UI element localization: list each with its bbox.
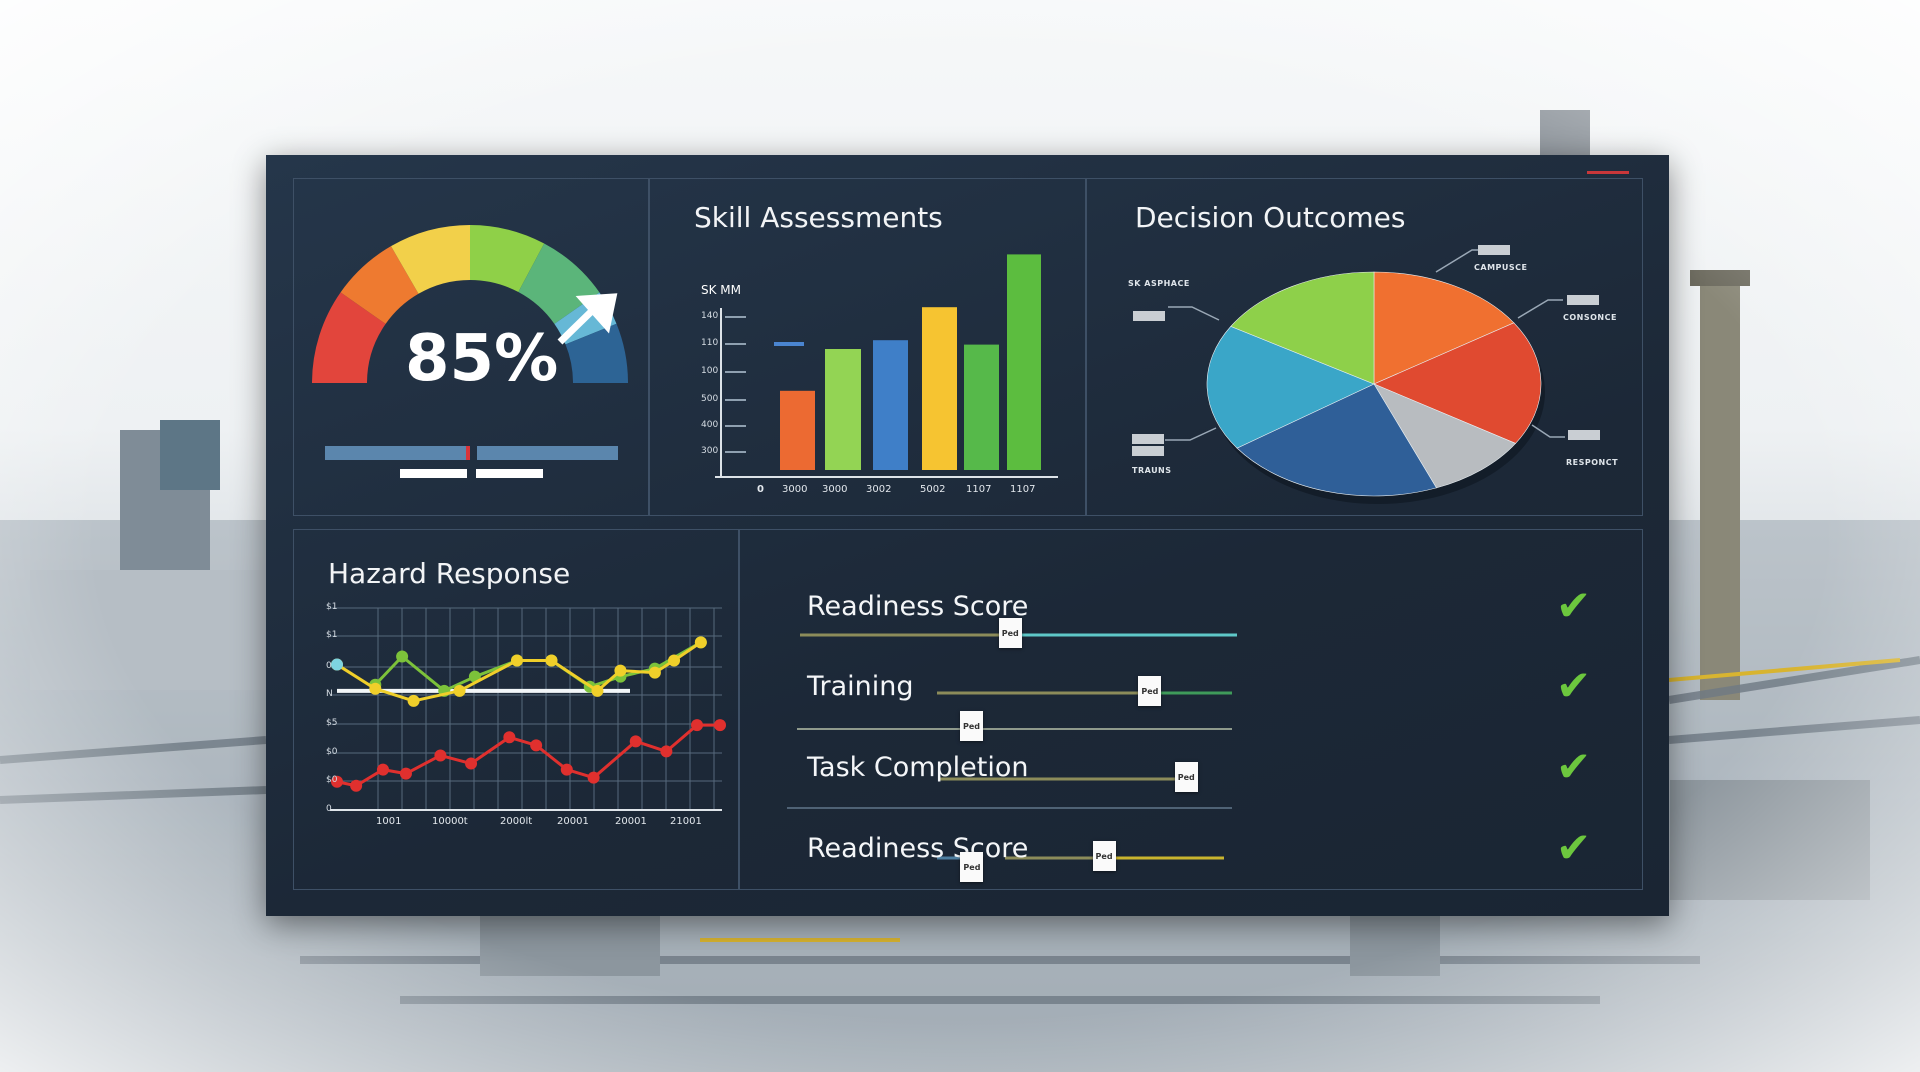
line-chart-ytick: $0 <box>326 775 338 785</box>
slider-marker[interactable]: Ped <box>960 852 984 882</box>
line-chart-ytick: N <box>326 689 333 699</box>
pie-label: RESPONCT <box>1566 458 1619 467</box>
gauge-value: 85% <box>405 322 559 396</box>
decision-outcomes-panel <box>1085 178 1643 516</box>
slider-marker[interactable]: Ped <box>960 711 983 741</box>
bar-chart-xtick: 3000 <box>782 484 808 495</box>
pie-annotation: SK ASPHACE <box>1128 279 1190 288</box>
line-chart-ytick: $1 <box>326 630 338 640</box>
skill-assessments-panel <box>648 178 1087 516</box>
hazard-response-panel <box>293 529 740 890</box>
slider-marker[interactable]: Ped <box>998 618 1022 648</box>
bar-chart-ytick: 100 <box>701 366 719 376</box>
accent-strip <box>1587 171 1629 174</box>
decision-outcomes-title: Decision Outcomes <box>1135 201 1406 234</box>
check-icon: ✔ <box>1556 581 1592 630</box>
readiness-panel <box>738 529 1643 890</box>
line-chart-xtick: 20001 <box>557 816 589 827</box>
line-chart-ytick: $5 <box>326 718 338 728</box>
slider-marker[interactable]: Ped <box>1174 762 1198 792</box>
bar-chart-ytick: 500 <box>701 394 719 404</box>
gauge-panel <box>293 178 650 516</box>
line-chart-xtick: 1001 <box>376 816 402 827</box>
pie-label: CAMPUSCE <box>1474 263 1528 272</box>
line-chart-ytick: $0 <box>326 747 338 757</box>
row-label: Training <box>807 671 914 702</box>
bar-chart-ytick: 110 <box>701 338 719 348</box>
row-label: Readiness Score <box>807 833 1029 864</box>
bar-chart-ytick: 140 <box>701 311 719 321</box>
check-icon: ✔ <box>1556 661 1592 710</box>
bar-chart-ytick: 300 <box>701 446 719 456</box>
row-label: Task Completion <box>807 752 1029 783</box>
pie-label: CONSONCE <box>1563 313 1617 322</box>
pie-label: TRAUNS <box>1132 466 1172 475</box>
line-chart-xtick: 2000lt <box>500 816 533 827</box>
bar-chart-xtick: 3000 <box>822 484 848 495</box>
line-chart-ytick: 0 <box>326 804 332 814</box>
line-chart-xtick: 21001 <box>670 816 702 827</box>
bar-chart-origin-label: 0 <box>757 484 764 495</box>
slider-marker[interactable]: Ped <box>1092 841 1116 871</box>
bar-chart-xtick: 3002 <box>866 484 892 495</box>
line-chart-ytick: 0 <box>326 661 332 671</box>
hazard-response-title: Hazard Response <box>328 557 571 590</box>
line-chart-ytick: $1 <box>326 602 338 612</box>
skill-assessments-title: Skill Assessments <box>694 201 943 234</box>
bar-chart-xtick: 5002 <box>920 484 946 495</box>
line-chart-xtick: 10000t <box>432 816 468 827</box>
line-chart-xtick: 20001 <box>615 816 647 827</box>
check-icon: ✔ <box>1556 823 1592 872</box>
bar-chart-xtick: 1107 <box>966 484 992 495</box>
bar-chart-xtick: 1107 <box>1010 484 1036 495</box>
bar-chart-ylabel: SK MM <box>701 283 742 297</box>
row-label: Readiness Score <box>807 591 1029 622</box>
bar-chart-ytick: 400 <box>701 420 719 430</box>
check-icon: ✔ <box>1556 742 1592 791</box>
slider-marker[interactable]: Ped <box>1138 676 1162 706</box>
